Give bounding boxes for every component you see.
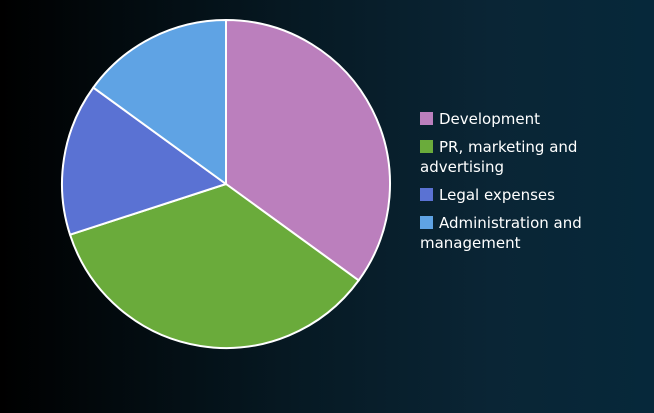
legend-swatch-administration-management [420, 216, 433, 229]
legend: Development PR, marketing and advertisin… [420, 109, 620, 261]
pie-slice-legal-expenses[interactable] [61, 86, 227, 236]
pie-slice-development[interactable] [225, 19, 391, 282]
pie-slice-administration-and-management[interactable] [92, 19, 227, 185]
legend-label-administration-management: Administration and management [420, 214, 582, 252]
legend-label-legal-expenses: Legal expenses [439, 186, 555, 204]
legend-swatch-legal-expenses [420, 188, 433, 201]
legend-item-administration-management[interactable]: Administration and management [420, 213, 620, 253]
legend-swatch-pr-marketing-advertising [420, 140, 433, 153]
legend-label-pr-marketing-advertising: PR, marketing and advertising [420, 138, 578, 176]
legend-item-development[interactable]: Development [420, 109, 620, 129]
legend-label-development: Development [439, 110, 540, 128]
legend-item-pr-marketing-advertising[interactable]: PR, marketing and advertising [420, 137, 620, 177]
legend-swatch-development [420, 112, 433, 125]
pie-slice-pr-marketing-and-advertising[interactable] [69, 183, 360, 349]
legend-item-legal-expenses[interactable]: Legal expenses [420, 185, 620, 205]
